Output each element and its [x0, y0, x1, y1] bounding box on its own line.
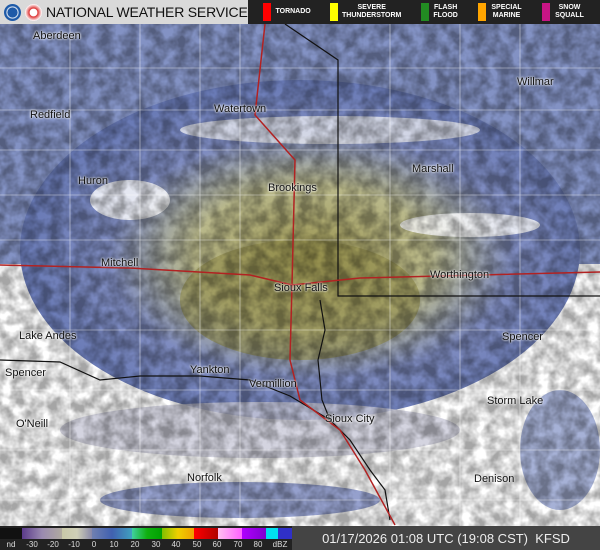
legend-special-marine: SPECIAL MARINE — [477, 3, 524, 21]
footer: nd -30 -20 -10 0 10 20 30 40 50 60 70 80 dBZ 01/17/20… — [0, 526, 600, 550]
app-title: NATIONAL WEATHER SERVICE — [46, 4, 248, 20]
city-label: Sioux Falls — [274, 282, 328, 294]
scale-tick: 50 — [192, 540, 202, 549]
city-label: Huron — [78, 175, 108, 187]
scale-tick: 80 — [253, 540, 263, 549]
city-label: Aberdeen — [33, 30, 81, 42]
city-label: Redfield — [30, 109, 71, 121]
nws-brand: NATIONAL WEATHER SERVICE — [0, 0, 248, 24]
scale-tick: 60 — [212, 540, 222, 549]
warning-legend: TORNADO SEVERE THUNDERSTORM FLASH FLOOD … — [248, 0, 600, 24]
city-label: Vermillion — [249, 378, 297, 390]
city-label: Brookings — [268, 182, 317, 194]
legend-tornado: TORNADO — [263, 3, 311, 21]
scale-tick: nd — [6, 540, 16, 549]
city-label: Watertown — [214, 103, 267, 115]
city-label: Spencer — [502, 331, 543, 343]
city-label: Spencer — [5, 367, 46, 379]
city-label: Mitchell — [101, 257, 139, 269]
scale-tick: -20 — [47, 540, 59, 549]
radar-site: KFSD — [535, 530, 570, 546]
scale-tick: -10 — [68, 540, 80, 549]
city-label: Storm Lake — [487, 395, 544, 407]
city-label: Norfolk — [187, 472, 222, 484]
legend-snow-squall: SNOW SQUALL — [542, 3, 584, 21]
timestamp: 01/17/2026 01:08 UTC (19:08 CST) — [322, 530, 529, 546]
city-label: Willmar — [517, 76, 554, 88]
scale-tick: 30 — [151, 540, 161, 549]
timestamp-bar: 01/17/2026 01:08 UTC (19:08 CST) KFSD — [292, 526, 600, 550]
city-label: Worthington — [430, 269, 490, 281]
interstates — [0, 23, 600, 526]
county-lines — [0, 24, 600, 550]
scale-tick: 70 — [233, 540, 243, 549]
nws-logo-icon — [25, 3, 42, 21]
header: NATIONAL WEATHER SERVICE TORNADO SEVERE … — [0, 0, 600, 24]
legend-flash-flood: FLASH FLOOD — [420, 3, 459, 21]
city-label: O'Neill — [16, 418, 49, 430]
legend-severe-thunderstorm: SEVERE THUNDERSTORM — [329, 3, 402, 21]
city-label: Denison — [474, 473, 515, 485]
scale-tick: 20 — [130, 540, 140, 549]
color-bar — [0, 528, 292, 539]
city-label: Yankton — [190, 364, 230, 376]
city-label: Lake Andes — [19, 330, 77, 342]
state-borders — [0, 23, 600, 521]
scale-tick: -30 — [26, 540, 38, 549]
scale-tick: dBZ — [272, 540, 288, 549]
scale-tick: 40 — [171, 540, 181, 549]
scale-ticks: nd -30 -20 -10 0 10 20 30 40 50 60 70 80 dBZ — [0, 540, 292, 550]
scale-tick: 0 — [91, 540, 97, 549]
scale-tick: 10 — [109, 540, 119, 549]
reflectivity-scale: nd -30 -20 -10 0 10 20 30 40 50 60 70 80 dBZ — [0, 526, 292, 550]
noaa-logo-icon — [4, 3, 21, 21]
city-label: Sioux City — [325, 413, 375, 425]
city-label: Marshall — [412, 163, 454, 175]
